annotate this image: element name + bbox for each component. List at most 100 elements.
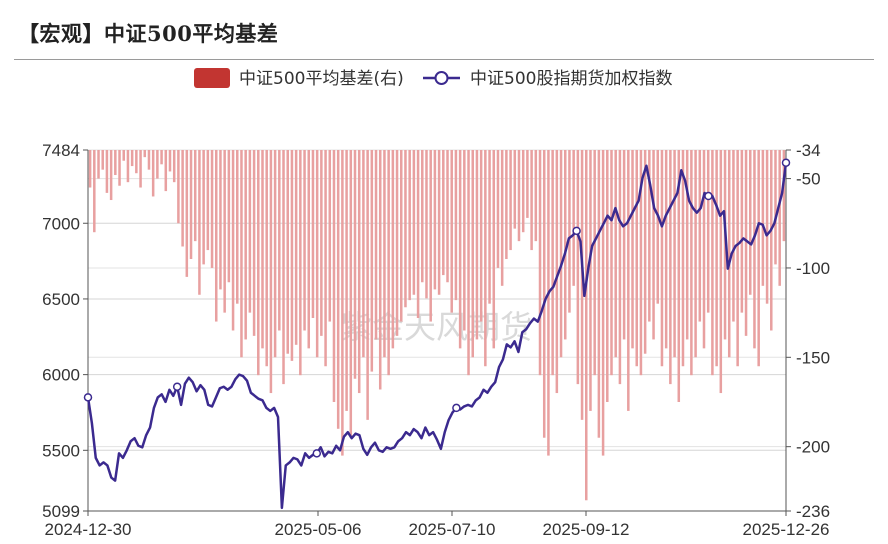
basis-bar (669, 150, 672, 385)
index-line-marker[interactable] (704, 191, 713, 201)
basis-bar (336, 150, 340, 429)
page-title: 【宏观】中证500平均基差 (18, 21, 279, 46)
legend-bar-swatch[interactable] (194, 68, 230, 88)
basis-bar (219, 150, 222, 290)
basis-bar (765, 150, 769, 304)
basis-bar (496, 150, 500, 268)
basis-bar (618, 150, 622, 385)
basis-bar (400, 150, 403, 322)
basis-bar (656, 150, 660, 304)
basis-bar (782, 150, 786, 242)
basis-bar (744, 150, 748, 336)
basis-bar (761, 150, 765, 286)
legend-bar-label[interactable]: 中证500平均基差(右) (239, 69, 404, 89)
basis-bar (551, 150, 554, 376)
basis-bar (639, 150, 643, 376)
index-line-marker[interactable] (781, 158, 791, 167)
basis-bar (719, 150, 723, 394)
basis-bar (286, 150, 289, 354)
basis-bar (404, 150, 407, 308)
basis-bar (416, 150, 420, 318)
basis-bar (702, 150, 706, 349)
basis-bar (387, 150, 390, 376)
index-line-marker[interactable] (83, 393, 93, 402)
basis-bar (555, 150, 559, 394)
basis-bar (715, 150, 718, 367)
legend[interactable]: 中证500平均基差(右) 中证500股指期货加权指数 (194, 68, 672, 89)
basis-bar (147, 150, 151, 170)
basis-bar (479, 150, 483, 322)
basis-bar (711, 150, 714, 376)
basis-bar (593, 150, 596, 376)
basis-bar (299, 150, 302, 376)
basis-bar (673, 150, 676, 358)
basis-bar (757, 150, 760, 367)
basis-bar (530, 150, 533, 251)
basis-bar (534, 150, 538, 242)
basis-bar (648, 150, 651, 322)
basis-bar (706, 150, 710, 313)
basis-bar (622, 150, 626, 340)
basis-bar (753, 150, 756, 349)
basis-bar (576, 150, 580, 385)
basis-bar (450, 150, 453, 313)
basis-bar (88, 150, 92, 188)
basis-bar (378, 150, 382, 390)
basis-bar (214, 150, 218, 322)
basis-bar (694, 150, 697, 358)
basis-bar (240, 150, 243, 358)
basis-bar (303, 150, 306, 331)
basis-bar (412, 150, 416, 295)
basis-bar (471, 150, 474, 358)
legend-line-label[interactable]: 中证500股指期货加权指数 (470, 69, 672, 89)
basis-bar (601, 150, 605, 456)
basis-bar (345, 150, 348, 411)
basis-bar (257, 150, 260, 376)
basis-bar (160, 150, 163, 165)
basis-bar (349, 150, 353, 438)
basis-bar (774, 150, 777, 265)
basis-bar (118, 150, 121, 186)
index-line-marker[interactable] (172, 382, 182, 391)
legend-line-marker[interactable] (434, 71, 449, 85)
basis-bar (652, 150, 655, 340)
basis-bar (563, 150, 567, 340)
basis-bar (589, 150, 592, 411)
x-axis-tick-label: 2025-09-12 (543, 520, 630, 539)
basis-bar (151, 150, 155, 197)
basis-bar (198, 150, 201, 295)
basis-bar (374, 150, 378, 340)
basis-bar (97, 150, 100, 179)
x-axis-tick-label: 2025-12-26 (743, 520, 830, 539)
basis-bar (210, 150, 214, 268)
right-axis-tick-label: -100 (796, 259, 830, 278)
basis-bar (610, 150, 613, 376)
index-line-marker[interactable] (572, 226, 581, 236)
basis-bar (547, 150, 550, 456)
basis-bar (122, 150, 125, 161)
basis-bar (189, 150, 193, 260)
x-axis-tick-label: 2024-12-30 (45, 520, 132, 539)
basis-bar (231, 150, 235, 331)
basis-bar (778, 150, 781, 286)
basis-bar (542, 150, 546, 438)
basis-bar (685, 150, 689, 340)
basis-bar (357, 150, 361, 394)
basis-bar (749, 150, 752, 295)
index-line-marker[interactable] (452, 403, 461, 413)
basis-bar (614, 150, 617, 358)
basis-bar (164, 150, 168, 192)
basis-bar (290, 150, 294, 361)
basis-bar (265, 150, 268, 367)
basis-bar (437, 150, 441, 295)
index-line-marker[interactable] (312, 449, 322, 458)
basis-bar (109, 150, 113, 201)
basis-bar (236, 150, 239, 304)
basis-bar (252, 150, 256, 336)
basis-bar (458, 150, 462, 349)
left-axis-tick-label: 5099 (42, 502, 80, 521)
basis-bar (366, 150, 369, 420)
left-axis-tick-label: 5500 (42, 441, 80, 460)
basis-bar (177, 150, 180, 224)
basis-bar (223, 150, 226, 313)
